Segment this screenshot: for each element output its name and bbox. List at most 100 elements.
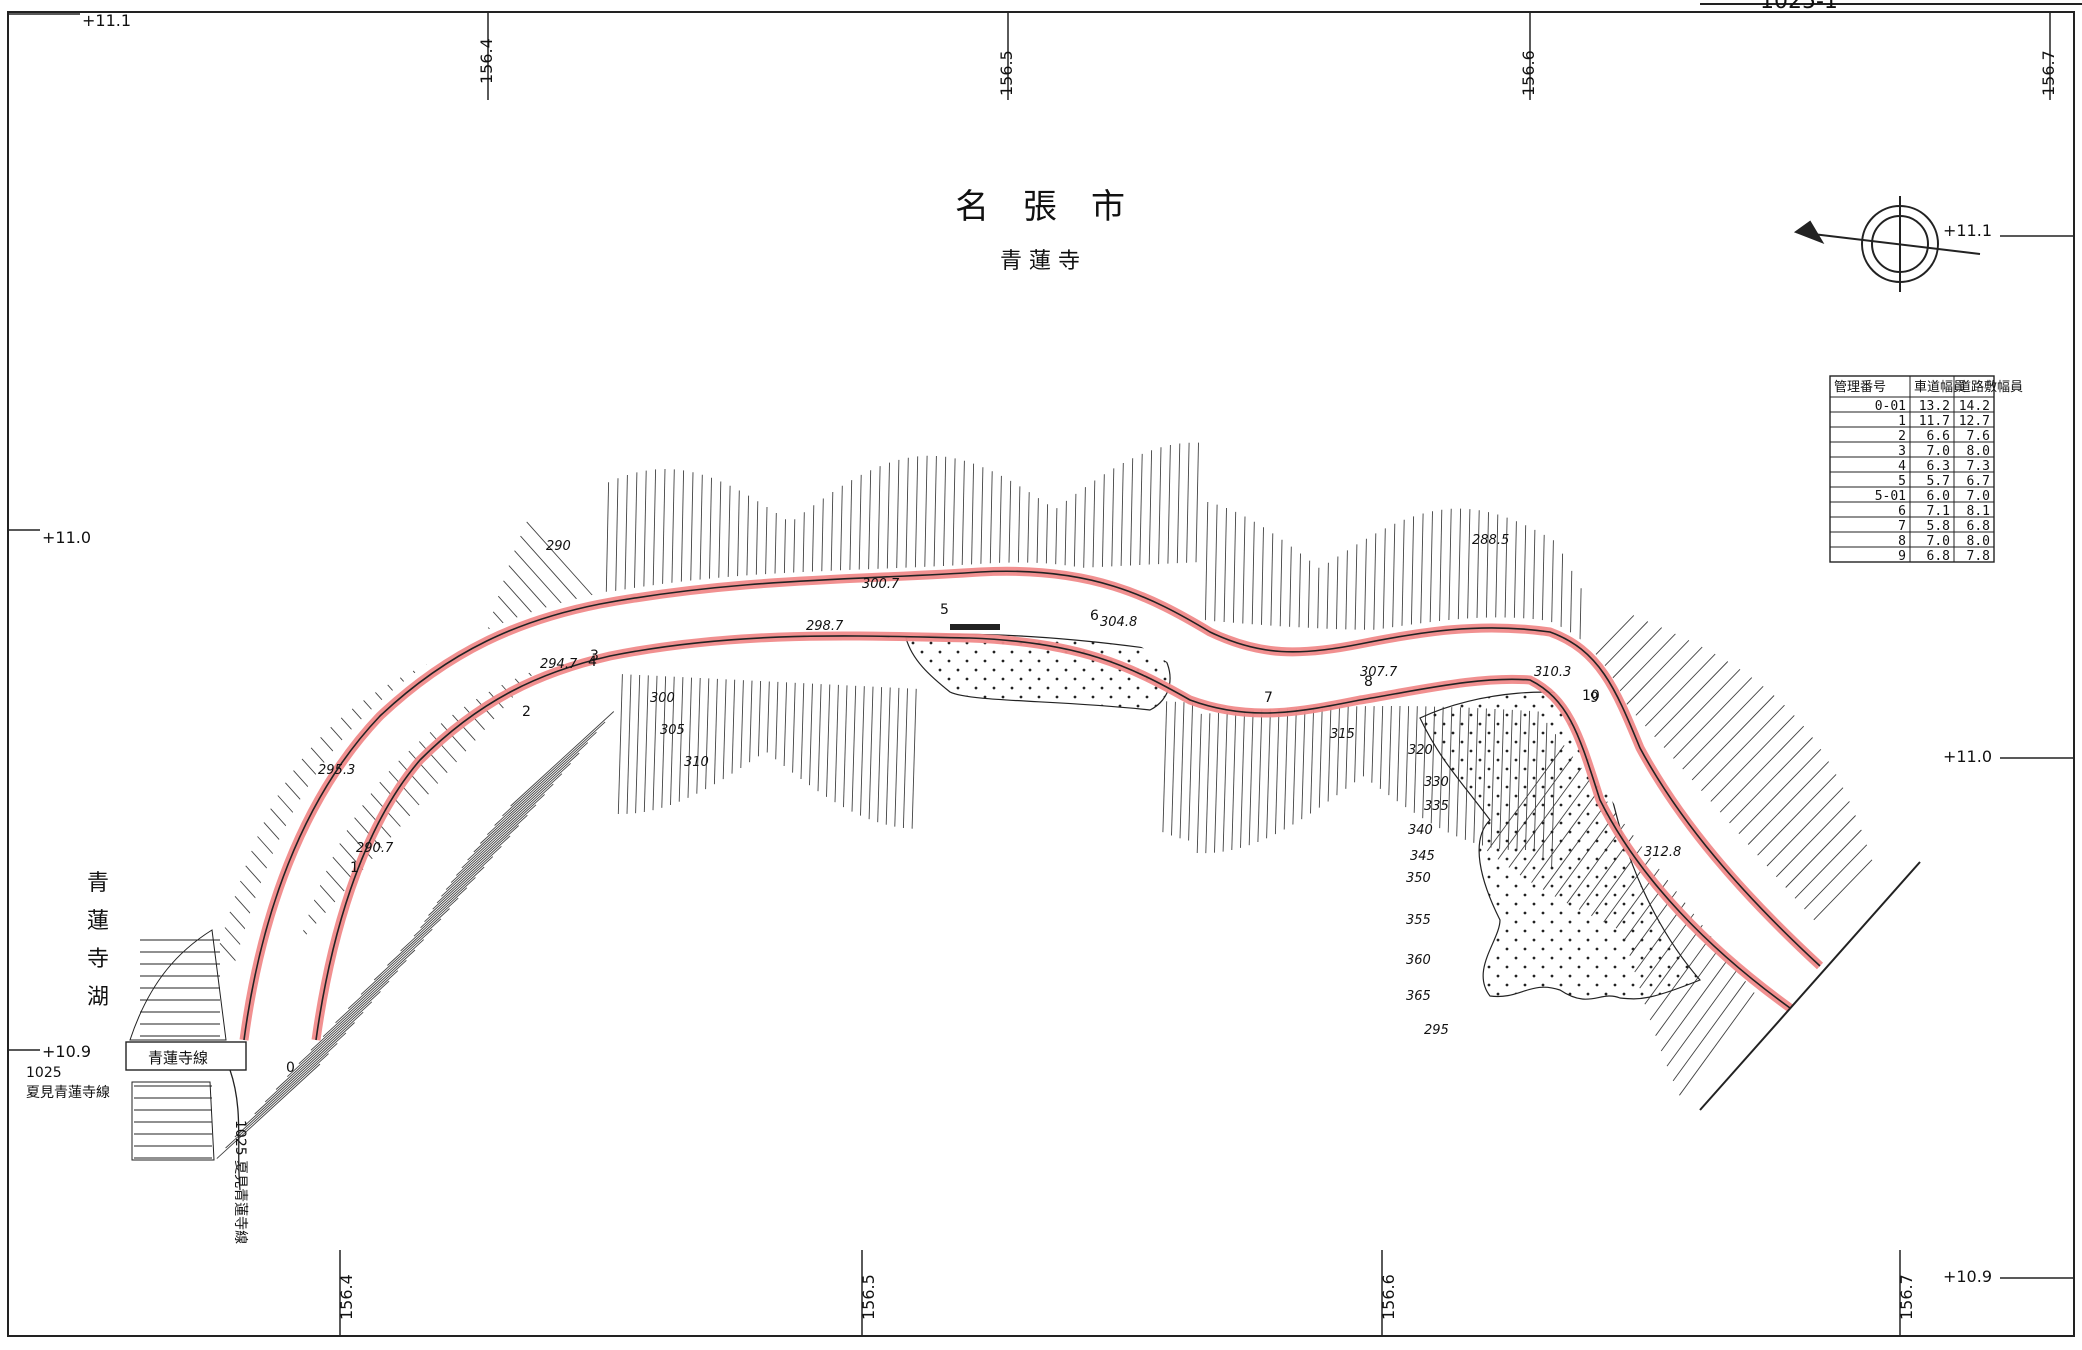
contour-line: [1335, 556, 1339, 630]
contour-line: [502, 721, 606, 817]
contour-line: [1027, 492, 1030, 571]
contour-line: [998, 475, 1002, 573]
contour-line: [624, 474, 628, 591]
contour-line: [633, 472, 638, 591]
contour-line: [1139, 453, 1143, 566]
svg-text:2: 2: [522, 704, 531, 720]
contour-line: [1055, 508, 1058, 570]
contour-line: [1405, 706, 1410, 808]
contour-line: [1551, 540, 1554, 623]
contour-line: [1008, 480, 1012, 572]
contour-line: [914, 456, 919, 577]
contour-line: [1401, 519, 1405, 630]
contour-line: [1317, 567, 1320, 629]
contour-line: [860, 686, 865, 816]
side-road: [229, 1069, 241, 1191]
grid-bottom-label: 156.5: [859, 1274, 878, 1320]
grid-left-label: +11.1: [82, 11, 131, 30]
contour-line: [868, 686, 874, 820]
contour-line: [1045, 504, 1049, 570]
contour-line: [1757, 774, 1837, 856]
contour-line: [811, 505, 815, 582]
table-cell: 7.1: [1927, 504, 1950, 519]
contour-line: [373, 918, 442, 981]
contour-line: [722, 679, 727, 780]
svg-text:寺: 寺: [87, 947, 109, 972]
header-partial-text: 1025-1: [1760, 0, 1838, 14]
contour-line: [455, 794, 545, 876]
contour-line: [461, 783, 554, 869]
table-cell: 7.6: [1967, 429, 1990, 444]
road-strip: [125, 1041, 247, 1071]
svg-text:310.3: 310.3: [1534, 665, 1571, 680]
contour-line: [886, 462, 890, 578]
contour-line: [690, 472, 694, 588]
svg-text:蓮: 蓮: [87, 909, 109, 934]
contour-line: [670, 676, 675, 806]
contour-line: [1660, 958, 1729, 1052]
contour-line: [849, 480, 853, 580]
table-cell: 6.7: [1967, 474, 1990, 489]
svg-text:8: 8: [1364, 674, 1373, 690]
table-cell: 7: [1898, 519, 1906, 534]
table-cell: 4: [1898, 459, 1906, 474]
svg-text:307.7: 307.7: [1360, 665, 1398, 680]
contour-line: [1214, 712, 1220, 853]
contour-line: [764, 506, 768, 584]
contour-line: [894, 687, 900, 827]
contour-line: [1232, 511, 1237, 623]
contour-line: [699, 474, 703, 588]
contour-line: [746, 495, 750, 585]
district-title: 青 蓮 寺: [1000, 249, 1080, 274]
contour-line: [1064, 500, 1067, 569]
side-road-name: 夏見青蓮寺線: [26, 1085, 110, 1101]
svg-text:295.3: 295.3: [318, 763, 355, 778]
contour-line: [420, 877, 476, 929]
contour-line: [1429, 511, 1433, 630]
contour-line: [335, 949, 416, 1024]
north-arrow-icon: [1793, 196, 1981, 292]
contour-line: [1279, 539, 1283, 627]
contour-line: [1813, 859, 1873, 921]
contour-line: [1466, 509, 1471, 628]
contour-line: [793, 519, 796, 583]
contour-line: [1560, 553, 1564, 630]
table-cell: 0-01: [1875, 399, 1906, 414]
table-cell: 1: [1898, 414, 1906, 429]
contour-line: [322, 959, 407, 1038]
contour-line: [783, 682, 788, 767]
contour-line: [1485, 512, 1489, 627]
contour-line: [244, 1032, 347, 1127]
contour-line: [952, 458, 956, 575]
contour-line: [942, 456, 947, 575]
svg-text:298.7: 298.7: [806, 619, 844, 634]
contour-line: [1248, 710, 1254, 846]
contour-line: [1504, 517, 1508, 626]
main-road-label: 青蓮寺線: [148, 1049, 208, 1067]
contour-line: [1148, 450, 1153, 565]
contour-line: [661, 676, 667, 808]
svg-text:335: 335: [1424, 799, 1449, 814]
contour-line: [1204, 501, 1209, 621]
contour-line: [1326, 562, 1329, 629]
svg-text:湖: 湖: [87, 985, 109, 1010]
contour-line: [1101, 474, 1105, 567]
contour-line: [933, 455, 937, 576]
contour-line: [1186, 442, 1190, 563]
contour-line: [687, 677, 692, 798]
contour-line: [1240, 711, 1245, 848]
contour-line: [1569, 570, 1573, 641]
svg-text:9: 9: [1590, 690, 1599, 706]
contour-line: [1036, 498, 1039, 571]
contour-line: [1310, 707, 1315, 814]
contour-line: [450, 804, 537, 883]
svg-text:350: 350: [1406, 871, 1431, 886]
contour-line: [924, 455, 928, 576]
contour-line: [298, 980, 390, 1065]
contour-line: [1719, 725, 1805, 813]
svg-text:青: 青: [87, 871, 109, 896]
contour-line: [1448, 508, 1452, 629]
contour-line: [1196, 713, 1202, 854]
contour-line: [1371, 706, 1375, 783]
contour-line: [817, 684, 822, 792]
